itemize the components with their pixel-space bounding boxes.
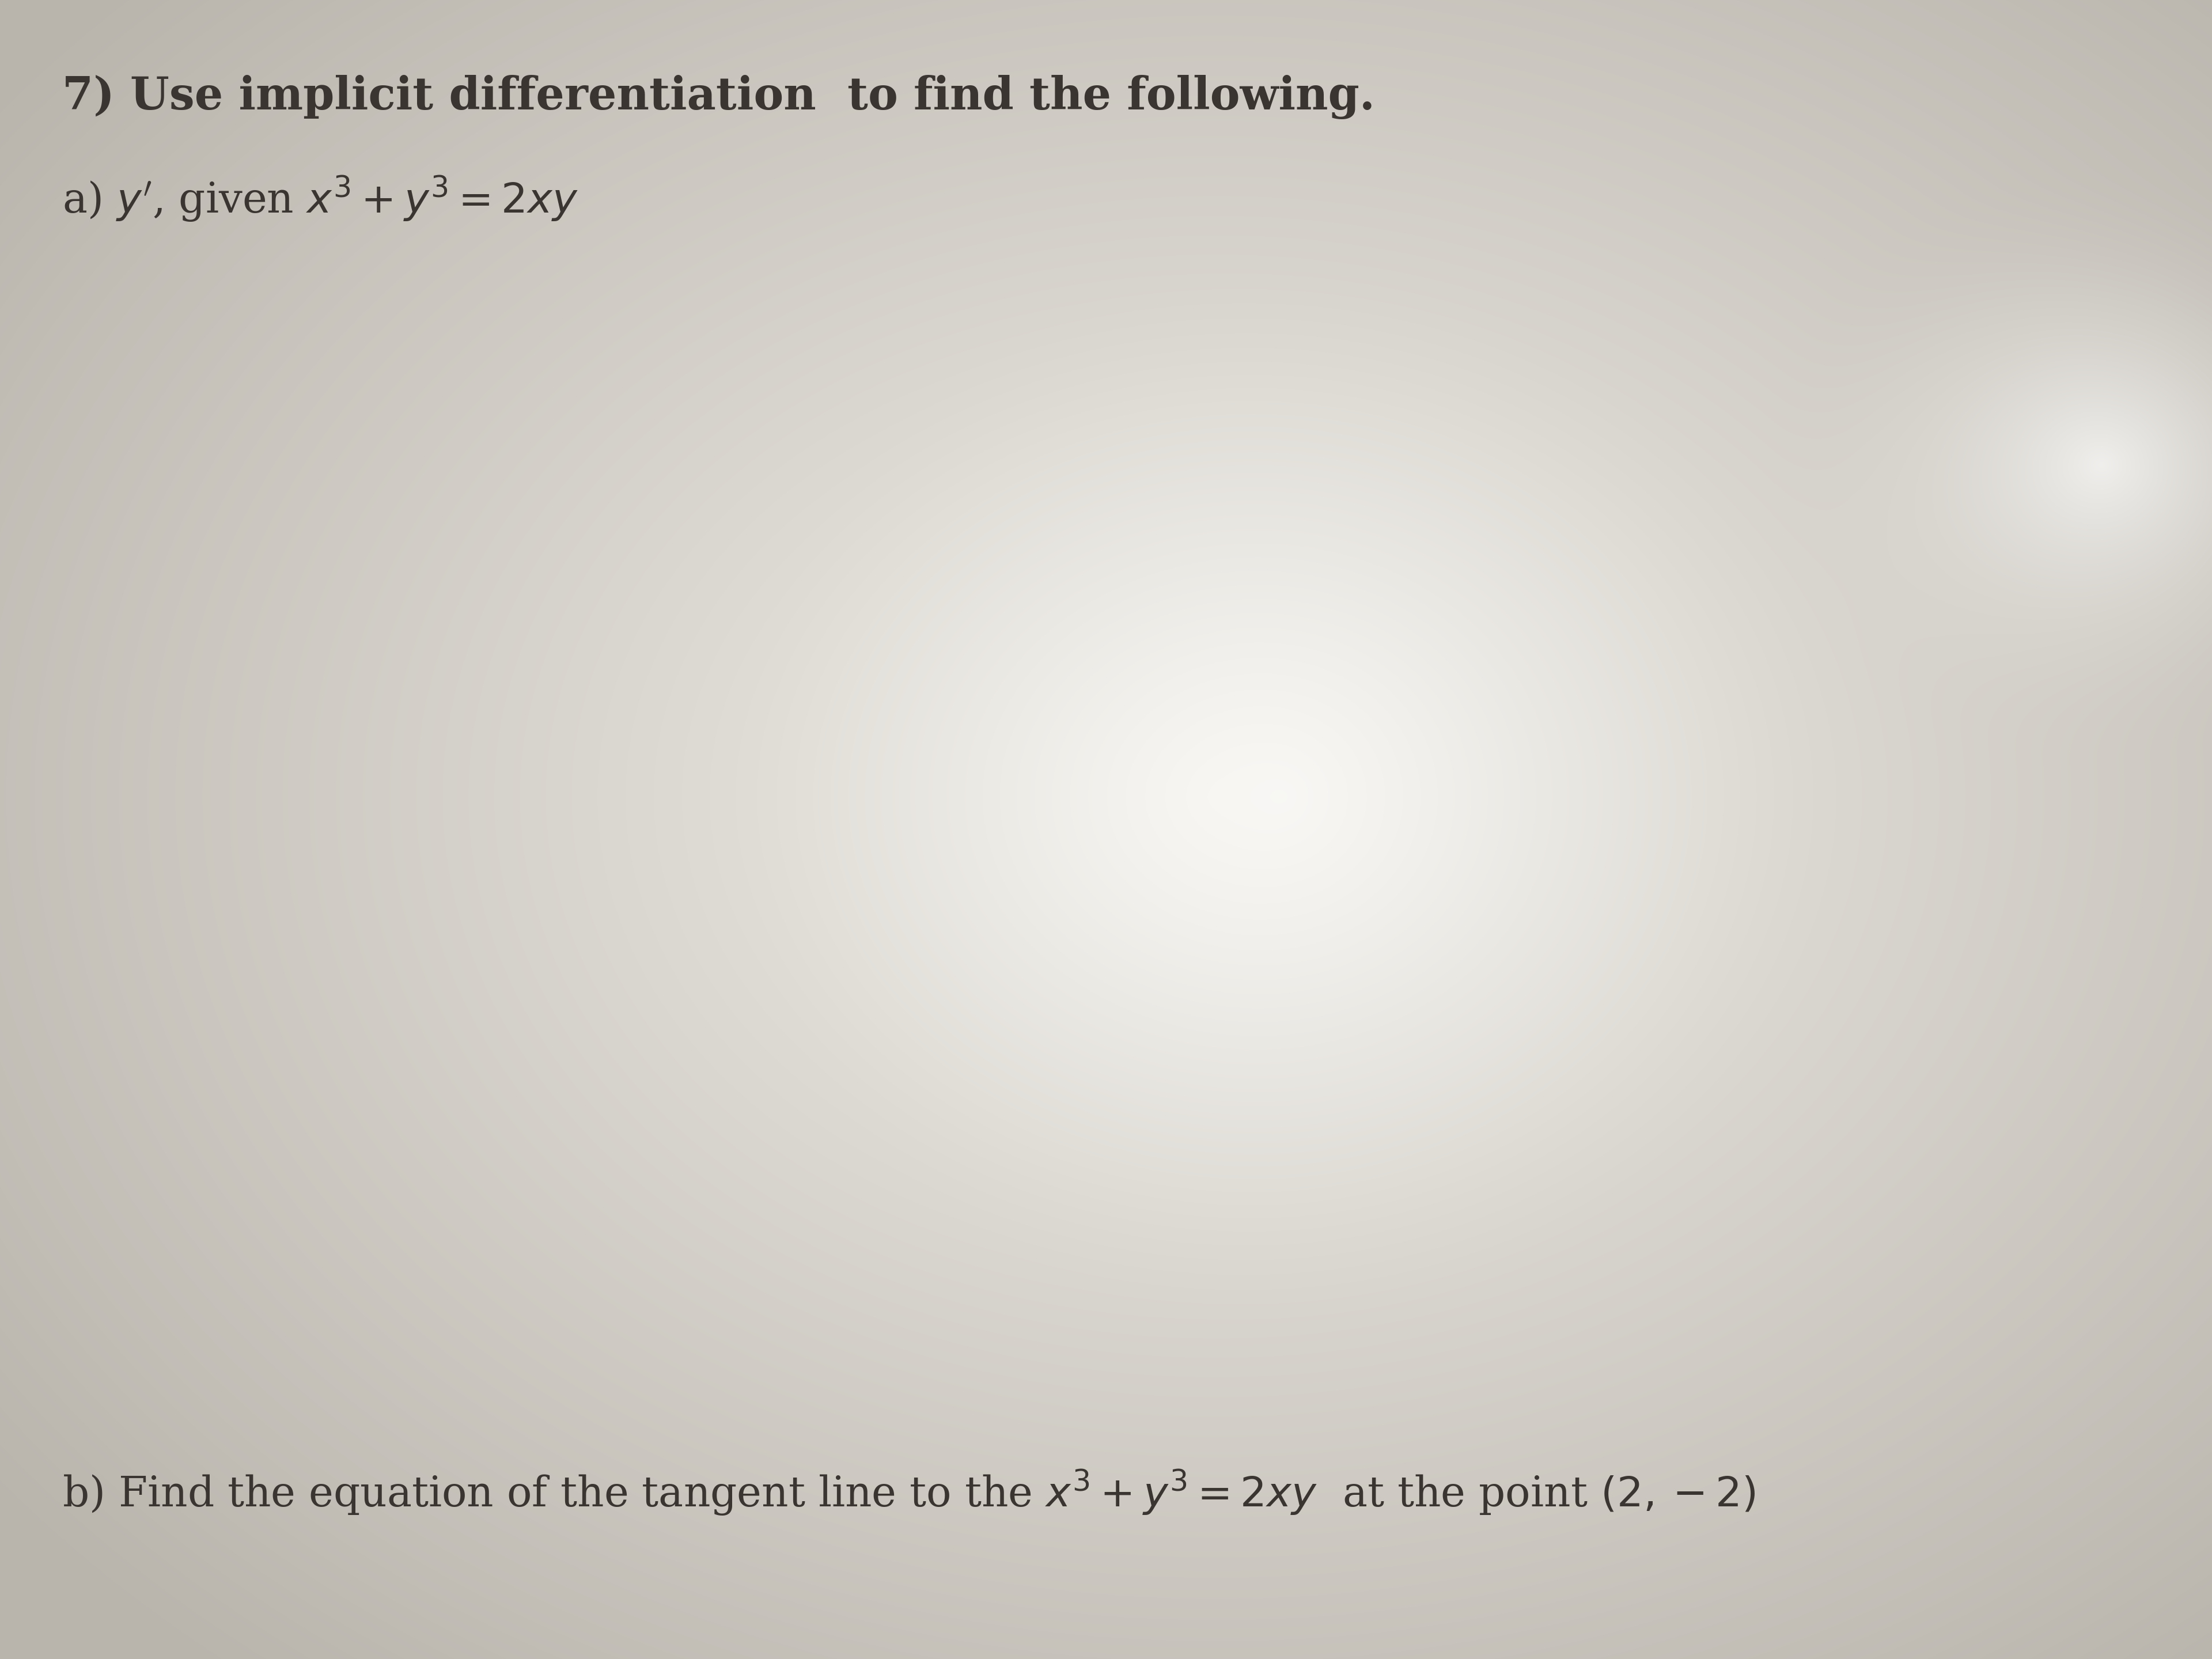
Text: 7) Use implicit differentiation  to find the following.: 7) Use implicit differentiation to find … [62, 75, 1374, 119]
Text: a) $y'$, given $x^3 + y^3 = 2xy$: a) $y'$, given $x^3 + y^3 = 2xy$ [62, 174, 577, 224]
Text: b) Find the equation of the tangent line to the $x^3 + y^3 = 2xy$  at the point : b) Find the equation of the tangent line… [62, 1468, 1756, 1518]
